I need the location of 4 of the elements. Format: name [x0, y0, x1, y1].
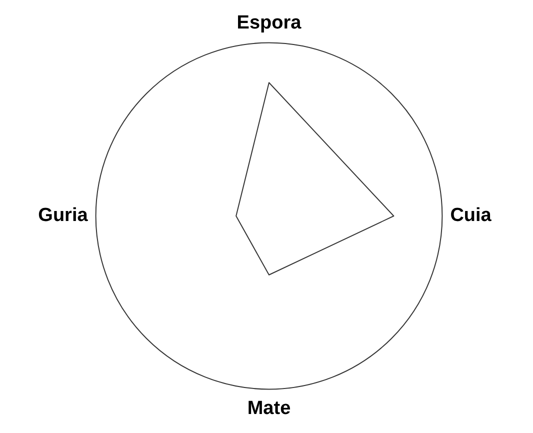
- spoke-label: Mate: [247, 398, 291, 419]
- spoke-label: Espora: [236, 12, 302, 34]
- spoke-label: Guria: [38, 205, 88, 226]
- spoke-label: Cuia: [450, 205, 492, 226]
